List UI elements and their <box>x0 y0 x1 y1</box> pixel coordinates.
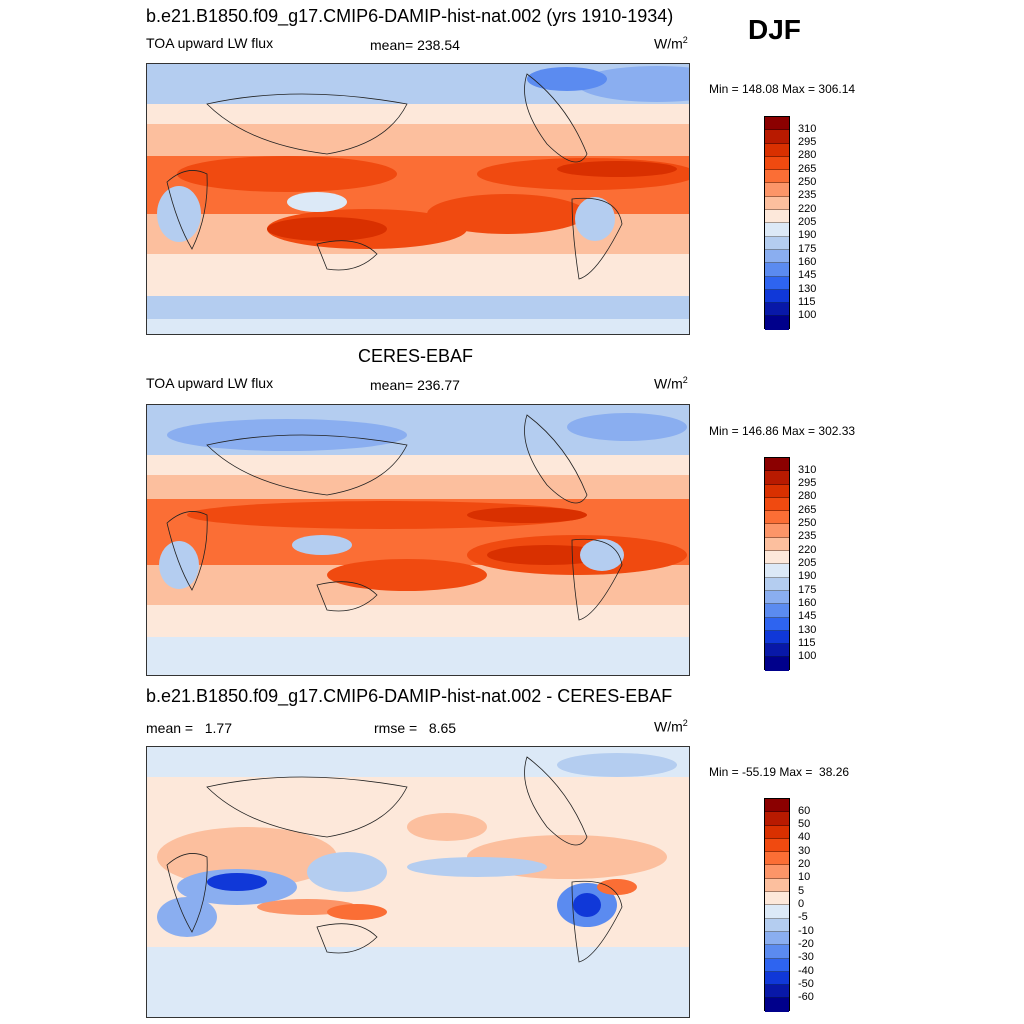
panel3-minmax: Min = -55.19 Max = 38.26 <box>709 765 850 779</box>
tick-label: 235 <box>798 530 817 542</box>
tick-label: 10 <box>798 871 811 883</box>
tick-label: 30 <box>798 845 811 857</box>
panel2-variable-label: TOA upward LW flux <box>146 375 274 391</box>
tick-label: 235 <box>798 189 817 201</box>
tick-label: 130 <box>798 624 817 636</box>
panel2-map <box>146 404 690 676</box>
tick-label: -50 <box>798 978 814 990</box>
tick-label: 280 <box>798 490 817 502</box>
tick-label: 310 <box>798 123 817 135</box>
tick-label: 175 <box>798 243 817 255</box>
tick-label: -60 <box>798 991 814 1003</box>
tick-label: 0 <box>798 898 805 910</box>
panel2-minmax: Min = 146.86 Max = 302.33 <box>709 424 856 438</box>
tick-label: 5 <box>798 885 805 897</box>
panel2-mean-label: mean= 236.77 <box>370 377 460 393</box>
tick-label: 265 <box>798 163 817 175</box>
tick-label: 130 <box>798 283 817 295</box>
tick-label: 40 <box>798 831 811 843</box>
tick-label: 175 <box>798 584 817 596</box>
tick-label: 310 <box>798 464 817 476</box>
tick-label: 100 <box>798 650 817 662</box>
panel1-map-svg <box>147 64 689 334</box>
tick-label: 250 <box>798 517 817 529</box>
tick-label: 295 <box>798 136 817 148</box>
tick-label: 145 <box>798 610 817 622</box>
tick-label: -20 <box>798 938 814 950</box>
tick-label: 145 <box>798 269 817 281</box>
panel3-map-svg <box>147 747 689 1017</box>
panel2-map-svg <box>147 405 689 675</box>
panel2-title: CERES-EBAF <box>358 346 474 366</box>
tick-label: 20 <box>798 858 811 870</box>
panel3-title: b.e21.B1850.f09_g17.CMIP6-DAMIP-hist-nat… <box>146 686 673 706</box>
tick-label: 160 <box>798 256 817 268</box>
panel1-title: b.e21.B1850.f09_g17.CMIP6-DAMIP-hist-nat… <box>146 6 674 26</box>
tick-label: 280 <box>798 149 817 161</box>
tick-label: 50 <box>798 818 811 830</box>
panel3-mean-label: mean = 1.77 <box>146 720 233 736</box>
tick-label: 115 <box>798 296 816 308</box>
tick-label: 190 <box>798 570 817 582</box>
tick-label: 115 <box>798 637 816 649</box>
panel1-variable-label: TOA upward LW flux <box>146 35 274 51</box>
tick-label: 60 <box>798 805 811 817</box>
tick-label: 205 <box>798 557 817 569</box>
tick-label: 190 <box>798 229 817 241</box>
tick-label: 295 <box>798 477 817 489</box>
tick-label: 250 <box>798 176 817 188</box>
tick-label: -10 <box>798 925 814 937</box>
panel1-units: W/m2 <box>654 35 688 52</box>
panel3-units: W/m2 <box>654 718 688 735</box>
season-label: DJF <box>748 14 801 45</box>
panel1-mean-label: mean= 238.54 <box>370 37 460 53</box>
tick-label: -30 <box>798 951 814 963</box>
tick-label: -5 <box>798 911 808 923</box>
tick-label: -40 <box>798 965 814 977</box>
panel1-map <box>146 63 690 335</box>
tick-label: 220 <box>798 544 817 556</box>
panel3-rmse-label: rmse = 8.65 <box>374 720 457 736</box>
tick-label: 160 <box>798 597 817 609</box>
tick-label: 205 <box>798 216 817 228</box>
panel2-units: W/m2 <box>654 375 688 392</box>
tick-label: 220 <box>798 203 817 215</box>
tick-label: 265 <box>798 504 817 516</box>
panel1-minmax: Min = 148.08 Max = 306.14 <box>709 82 856 96</box>
panel3-colorbar <box>764 798 790 1012</box>
panel2-colorbar <box>764 457 790 671</box>
panel1-colorbar <box>764 116 790 330</box>
panel3-map <box>146 746 690 1018</box>
tick-label: 100 <box>798 309 817 321</box>
